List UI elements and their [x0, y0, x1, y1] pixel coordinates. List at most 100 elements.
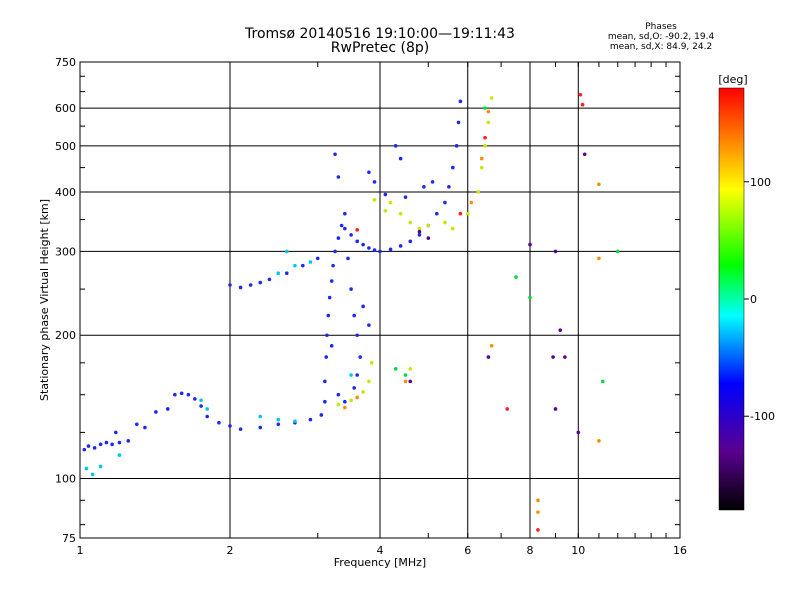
data-point [228, 424, 232, 428]
data-point [165, 407, 170, 411]
data-point [578, 92, 583, 97]
data-point [293, 419, 297, 423]
data-point [331, 263, 335, 268]
plot-grid [80, 62, 680, 538]
data-point [403, 195, 408, 199]
data-point [486, 355, 491, 359]
data-point [336, 392, 341, 397]
phase-stats-o-mode: mean, sd,O: -90.2, 19.4 [607, 32, 715, 42]
data-point [284, 249, 289, 254]
phase-stats-heading: Phases [645, 22, 677, 32]
data-point [398, 211, 403, 216]
data-point [333, 152, 337, 157]
x-tick-label: 4 [377, 544, 384, 557]
x-tick-label: 16 [673, 544, 687, 557]
data-point [355, 333, 359, 338]
data-point [205, 407, 209, 411]
data-point [355, 228, 359, 232]
data-point [458, 211, 463, 216]
x-tick-label: 10 [571, 544, 585, 557]
data-point [326, 313, 331, 318]
data-point [580, 102, 585, 107]
data-point [98, 464, 103, 469]
data-point [258, 280, 263, 285]
data-point [217, 420, 221, 425]
data-point [349, 398, 353, 403]
plot-points [82, 92, 620, 532]
data-point [308, 417, 313, 422]
data-point [383, 192, 388, 197]
data-point [248, 283, 253, 287]
data-point [173, 392, 177, 397]
data-point [417, 229, 422, 234]
data-point [114, 430, 118, 435]
data-point [315, 256, 320, 261]
y-tick-label: 750 [55, 56, 76, 69]
data-point [408, 220, 413, 225]
data-point [358, 355, 362, 359]
data-point [378, 249, 382, 254]
y-axis-title: Stationary phase Virtual Height [km] [38, 199, 51, 401]
data-point [82, 447, 87, 452]
colorbar [718, 87, 745, 511]
data-point [536, 498, 540, 503]
data-point [143, 425, 147, 430]
data-point [372, 248, 377, 252]
data-point [293, 263, 297, 268]
data-point [367, 379, 371, 384]
data-point [483, 144, 487, 148]
data-point [388, 247, 393, 252]
y-tick-label: 100 [55, 473, 76, 486]
data-point [597, 439, 601, 443]
data-point [553, 249, 558, 254]
data-point [355, 373, 359, 377]
data-point [336, 236, 341, 240]
data-point [238, 285, 243, 290]
phase-stats: Phases mean, sd,O: -90.2, 19.4 mean, sd,… [596, 22, 726, 52]
data-point [258, 414, 263, 419]
data-point [355, 239, 359, 244]
data-point [343, 405, 347, 410]
data-point [199, 404, 203, 408]
data-point [323, 399, 327, 404]
data-point [489, 96, 494, 100]
data-point [447, 185, 451, 189]
data-point [361, 390, 365, 394]
y-tick-label: 75 [62, 532, 76, 545]
data-point [430, 180, 435, 184]
x-axis-title: Frequency [MHz] [334, 556, 426, 569]
data-point [367, 170, 371, 175]
data-point [319, 413, 324, 417]
data-point [458, 99, 463, 104]
data-point [597, 256, 601, 261]
data-point [505, 407, 509, 411]
data-point [417, 226, 422, 231]
colorbar-ticks: 100 0 -100 [744, 176, 775, 423]
data-point [601, 379, 605, 384]
data-point [528, 242, 532, 247]
data-point [104, 440, 109, 445]
data-point [408, 239, 413, 244]
data-point [361, 304, 365, 309]
data-point [126, 439, 131, 443]
data-point [426, 236, 431, 240]
data-point [369, 361, 374, 365]
data-point [301, 263, 305, 268]
data-point [323, 379, 327, 384]
data-point [193, 397, 197, 401]
data-point [388, 200, 393, 205]
data-point [476, 190, 481, 194]
data-point [479, 165, 484, 170]
data-point [154, 410, 158, 414]
data-point [186, 392, 191, 397]
data-point [336, 402, 341, 407]
data-point [352, 386, 356, 390]
data-point [346, 256, 350, 261]
data-point [514, 275, 518, 279]
x-tick-label: 2 [227, 544, 234, 557]
data-point [367, 323, 371, 327]
data-point [86, 444, 91, 448]
data-point [465, 211, 470, 216]
chart-subtitle: RwPretec (8p) [330, 40, 430, 56]
colorbar-tick-label: -100 [750, 410, 775, 423]
